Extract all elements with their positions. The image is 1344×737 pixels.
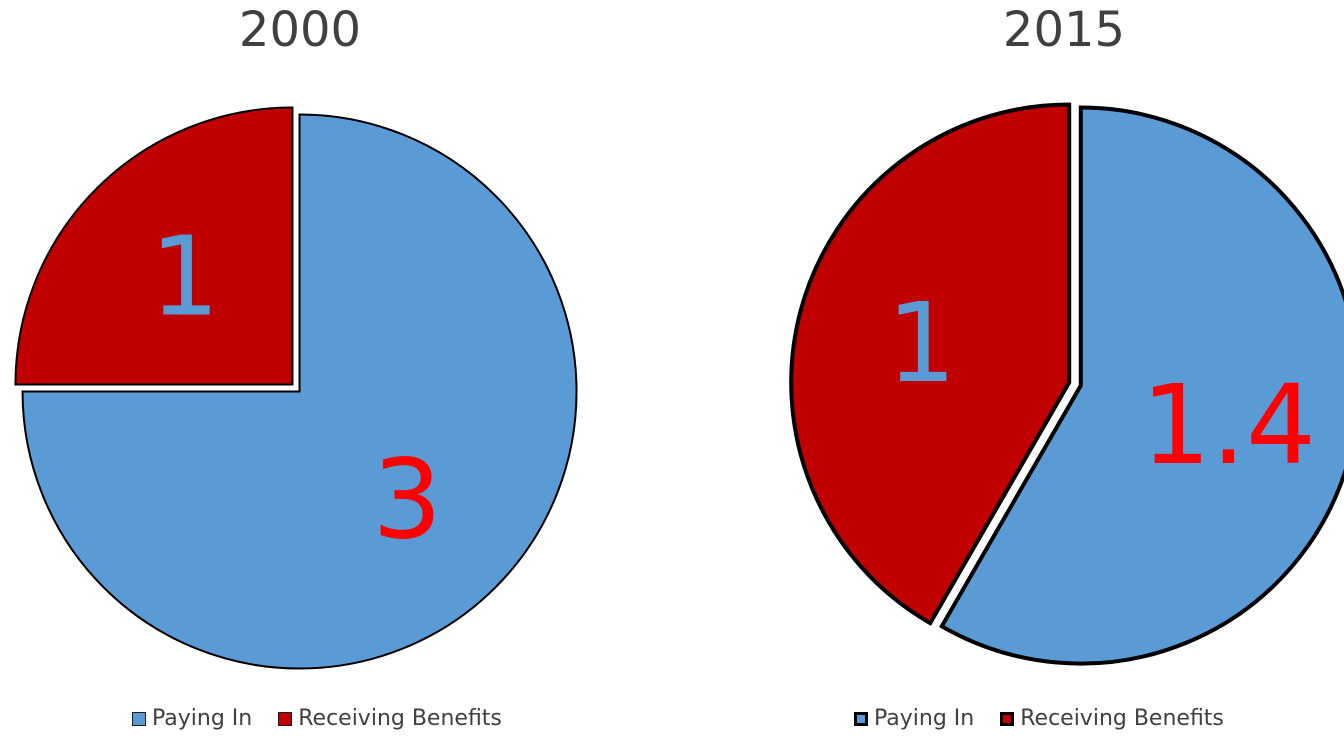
legend-label: Receiving Benefits [298,706,502,731]
chart-title: 2015 [1002,2,1126,58]
chart-title: 2000 [238,2,362,58]
legend: Paying In Receiving Benefits [854,706,1224,731]
legend-item-receiving-benefits: Receiving Benefits [278,706,502,731]
legend: Paying In Receiving Benefits [132,706,502,731]
legend-item-receiving-benefits: Receiving Benefits [1000,706,1224,731]
data-label-receiving-benefits: 1 [887,279,957,407]
legend-swatch-receiving-benefits [1000,711,1015,726]
pie-slice-receiving-benefits [789,102,1072,626]
legend-swatch-receiving-benefits [278,711,293,726]
data-label-paying-in: 1.4 [1141,361,1316,489]
data-label-receiving-benefits: 1 [150,213,220,341]
pie-slice-receiving-benefits [14,106,294,386]
data-label-paying-in: 3 [372,435,442,563]
legend-item-paying-in: Paying In [132,706,252,731]
legend-item-paying-in: Paying In [854,706,974,731]
legend-swatch-paying-in [854,711,868,726]
legend-label: Paying In [874,706,975,731]
pie-chart-svg: 31 [14,106,578,670]
pie-slice-paying-in [21,113,578,670]
pie-chart-2015: 2015 1.4 1 Paying In Receiving Benefits [744,0,1344,737]
pie-chart-svg: 1.41 [789,102,1344,666]
legend-swatch-paying-in [132,711,146,726]
legend-label: Paying In [152,706,253,731]
legend-label: Receiving Benefits [1020,706,1224,731]
pie-slice-paying-in [939,105,1344,666]
